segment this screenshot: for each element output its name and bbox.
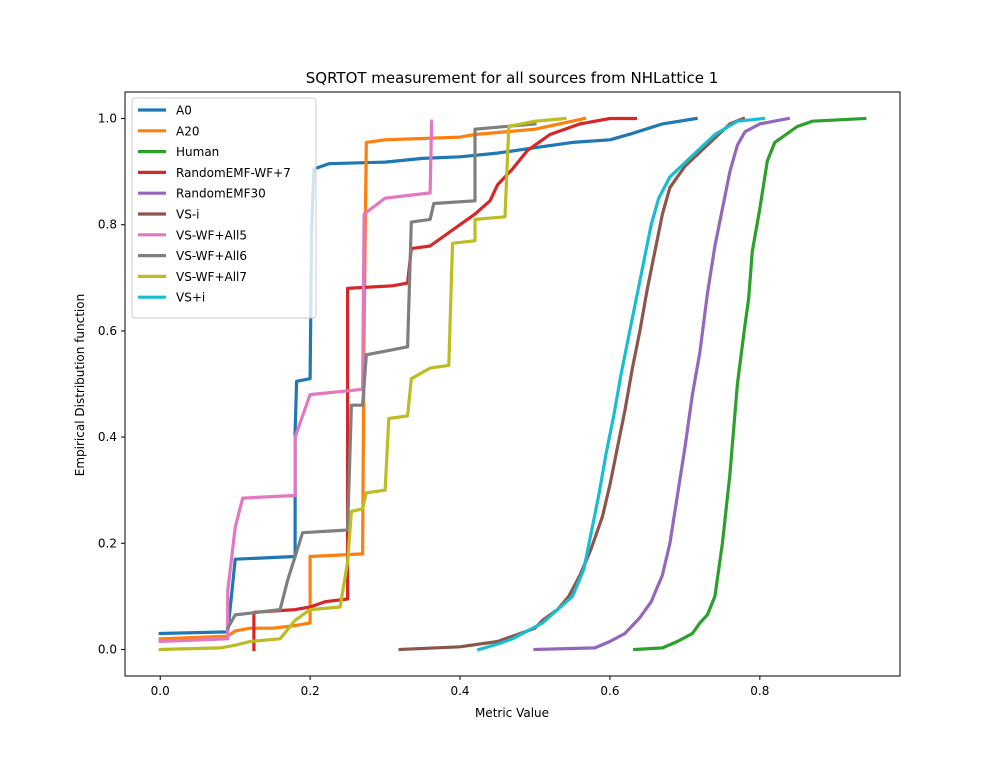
plot-frame (124, 91, 901, 677)
y-axis-label: Empirical Distribution function (73, 294, 87, 476)
series-line-1 (158, 116, 587, 641)
series-line-6 (158, 119, 434, 644)
x-tick-label: 0.4 (450, 684, 469, 698)
series-line-2 (633, 116, 867, 652)
legend-label: RandomEMF-WF+7 (176, 166, 291, 180)
legend-box (131, 97, 317, 319)
chart-title: SQRTOT measurement for all sources from … (306, 69, 719, 87)
legend-label: VS-WF+All6 (176, 249, 247, 263)
legend-label: VS-WF+All7 (176, 270, 247, 284)
y-tick-label: 0.4 (98, 430, 117, 444)
legend-label: VS-i (176, 208, 200, 222)
x-tick-label: 0.6 (600, 684, 619, 698)
x-tick-label: 0.0 (151, 684, 170, 698)
x-axis-label: Metric Value (475, 706, 549, 720)
series-line-0 (158, 116, 698, 636)
legend: A0 A20 Human RandomEMF-WF+7 RandomEMF30 VS-i V… (131, 97, 317, 319)
series-line-7 (225, 122, 537, 631)
y-tick-label: 0.0 (98, 642, 117, 656)
series-line-5 (398, 116, 746, 652)
legend-label: RandomEMF30 (176, 187, 266, 201)
y-tick-label: 1.0 (98, 112, 117, 126)
plot-area (158, 116, 867, 652)
legend-label: VS-WF+All5 (176, 228, 247, 242)
series-line-3 (252, 116, 637, 652)
series-line-9 (476, 116, 766, 652)
y-tick-label: 0.8 (98, 218, 117, 232)
legend-label: VS+i (176, 291, 205, 305)
series-line-4 (533, 116, 791, 652)
x-tick-label: 0.8 (750, 684, 769, 698)
x-tick-label: 0.2 (301, 684, 320, 698)
legend-label: A0 (176, 104, 192, 118)
legend-label: A20 (176, 124, 199, 138)
x-axis: 0.0 0.2 0.4 0.6 0.8 (151, 676, 769, 698)
y-tick-label: 0.2 (98, 536, 117, 550)
series-line-8 (158, 116, 567, 652)
y-axis: 0.0 0.2 0.4 0.6 0.8 1.0 (98, 112, 125, 656)
legend-label: Human (176, 145, 219, 159)
y-tick-label: 0.6 (98, 324, 117, 338)
